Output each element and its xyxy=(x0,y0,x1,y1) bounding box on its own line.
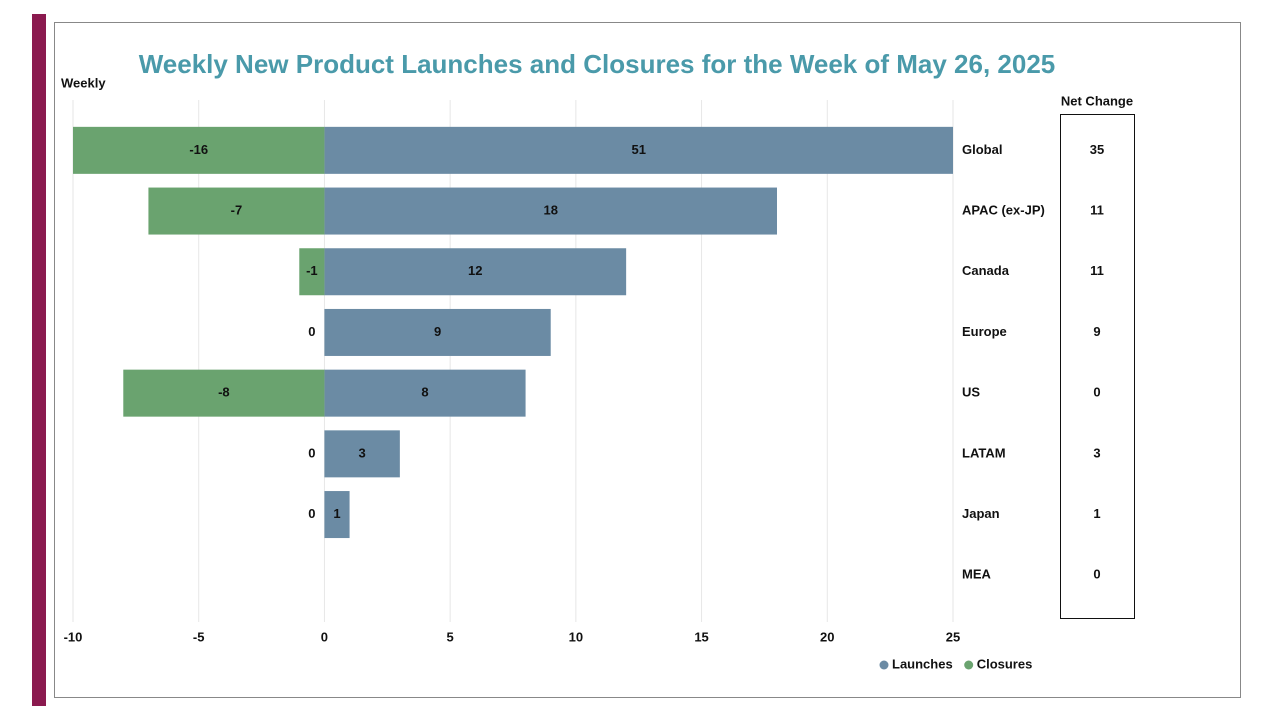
x-tick-label: 5 xyxy=(447,629,454,644)
category-label: Canada xyxy=(962,263,1010,278)
data-label: 0 xyxy=(308,324,315,339)
accent-bar xyxy=(32,14,46,706)
data-label: 3 xyxy=(359,445,366,460)
net-change-value: 11 xyxy=(1090,202,1104,217)
data-label: -16 xyxy=(189,142,208,157)
category-label: US xyxy=(962,385,980,400)
bar xyxy=(324,369,526,417)
net-change-value: 0 xyxy=(1093,567,1100,582)
net-change-value: 3 xyxy=(1093,445,1100,460)
bar xyxy=(324,248,627,296)
x-tick-label: 0 xyxy=(321,629,328,644)
net-change-title: Net Change xyxy=(1061,93,1133,108)
net-change-value: 0 xyxy=(1093,385,1100,400)
plot-area xyxy=(73,126,953,539)
net-change-box xyxy=(1060,114,1135,619)
bar xyxy=(123,369,325,417)
x-tick-label: 20 xyxy=(820,629,834,644)
bar xyxy=(324,187,777,235)
legend-label: Launches xyxy=(892,656,953,671)
data-label: 9 xyxy=(434,324,441,339)
panel xyxy=(54,22,1241,698)
category-label: LATAM xyxy=(962,445,1006,460)
bar xyxy=(324,430,400,478)
category-label: MEA xyxy=(962,567,992,582)
net-change-value: 9 xyxy=(1093,324,1100,339)
data-label: 8 xyxy=(421,385,428,400)
x-tick-label: -5 xyxy=(193,629,205,644)
category-label: Global xyxy=(962,142,1002,157)
category-label: Europe xyxy=(962,324,1007,339)
bar xyxy=(148,187,325,235)
category-label: APAC (ex-JP) xyxy=(962,202,1045,217)
bar xyxy=(299,248,325,296)
subtitle: Weekly xyxy=(61,75,106,90)
legend-label: Closures xyxy=(977,656,1033,671)
bar xyxy=(73,126,325,174)
data-label: 18 xyxy=(543,202,557,217)
bar xyxy=(324,308,551,356)
bar xyxy=(324,126,953,174)
net-change-value: 11 xyxy=(1090,263,1104,278)
category-label: Japan xyxy=(962,506,1000,521)
bar xyxy=(324,491,350,539)
data-label: 12 xyxy=(468,263,482,278)
net-change-value: 1 xyxy=(1093,506,1100,521)
data-label: -8 xyxy=(218,385,230,400)
data-label: -1 xyxy=(306,263,318,278)
data-label: 1 xyxy=(333,506,340,521)
data-label: 51 xyxy=(631,142,645,157)
legend-marker xyxy=(879,660,889,670)
data-label: 0 xyxy=(308,506,315,521)
x-tick-label: 15 xyxy=(694,629,708,644)
x-tick-label: -10 xyxy=(64,629,83,644)
chart-title: Weekly New Product Launches and Closures… xyxy=(139,49,1056,79)
x-tick-label: 10 xyxy=(569,629,583,644)
x-tick-label: 25 xyxy=(946,629,960,644)
data-label: 0 xyxy=(308,445,315,460)
data-label: -7 xyxy=(231,202,243,217)
net-change-value: 35 xyxy=(1090,142,1104,157)
legend-marker xyxy=(964,660,974,670)
